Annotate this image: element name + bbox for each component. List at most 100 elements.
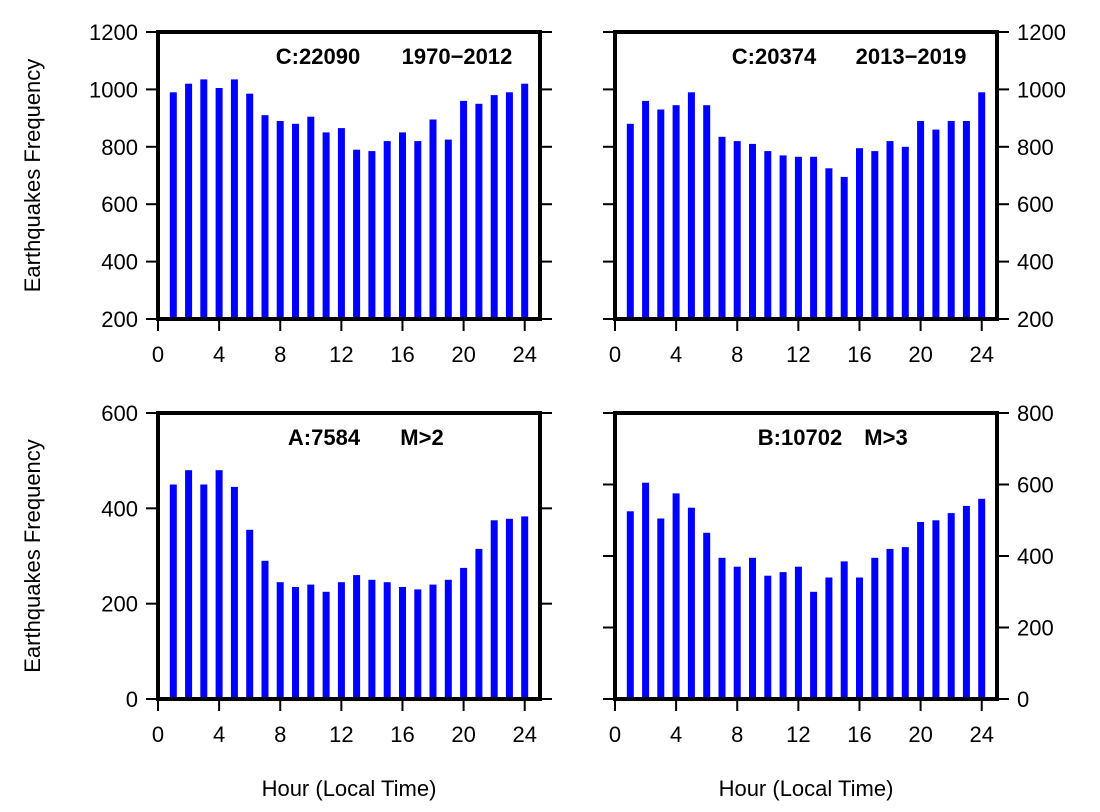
- bar-bottom-right-hour-17: [871, 557, 879, 699]
- bar-top-right-hour-7: [718, 136, 726, 319]
- x-tick-label-top-left-16: 16: [390, 342, 414, 367]
- bar-top-right-hour-14: [825, 168, 833, 319]
- y-tick-label-bottom-left-600: 600: [101, 401, 138, 426]
- bar-top-right-hour-1: [626, 123, 634, 319]
- bar-top-left-hour-8: [276, 121, 284, 319]
- bar-bottom-left-hour-11: [322, 591, 330, 700]
- x-tick-label-bottom-right-8: 8: [731, 722, 743, 747]
- bar-bottom-left-hour-5: [230, 486, 238, 699]
- bar-bottom-right-hour-10: [764, 575, 772, 699]
- bar-bottom-left-hour-12: [337, 582, 345, 699]
- bar-top-right-hour-2: [642, 100, 650, 320]
- x-tick-label-top-right-20: 20: [908, 342, 932, 367]
- x-tick-label-bottom-right-0: 0: [609, 722, 621, 747]
- bar-top-right-hour-3: [657, 109, 665, 319]
- bar-bottom-right-hour-18: [886, 548, 894, 699]
- bar-top-left-hour-22: [490, 95, 498, 319]
- plot-frame-bottom-left: [156, 411, 542, 701]
- bar-bottom-right-hour-21: [932, 520, 940, 700]
- bar-bottom-left-hour-4: [215, 470, 223, 699]
- y-tick-label-top-left-800: 800: [101, 135, 138, 160]
- x-axis-title-bottom-left: Hour (Local Time): [262, 776, 437, 801]
- bar-top-left-hour-23: [505, 92, 513, 319]
- bar-top-right-hour-6: [703, 105, 711, 319]
- bar-top-right-hour-8: [733, 141, 741, 319]
- bar-bottom-left-hour-24: [521, 516, 529, 699]
- panel-label-top-left-2: 1970−2012: [402, 44, 513, 69]
- y-tick-label-bottom-left-400: 400: [101, 496, 138, 521]
- x-tick-label-bottom-left-24: 24: [512, 722, 536, 747]
- y-tick-label-bottom-right-800: 800: [1017, 401, 1054, 426]
- bar-top-left-hour-1: [169, 92, 177, 319]
- bar-top-right-hour-5: [687, 92, 695, 319]
- bar-bottom-left-hour-6: [246, 529, 254, 699]
- bar-top-right-hour-18: [886, 141, 894, 319]
- bar-bottom-right-hour-12: [794, 566, 802, 699]
- bar-bottom-left-hour-14: [368, 579, 376, 699]
- bar-top-left-hour-17: [414, 141, 422, 319]
- bar-bottom-left-hour-1: [169, 484, 177, 699]
- bar-bottom-right-hour-19: [901, 547, 909, 699]
- y-tick-label-top-left-1200: 1200: [89, 20, 138, 45]
- x-tick-label-top-right-12: 12: [786, 342, 810, 367]
- y-tick-label-bottom-right-600: 600: [1017, 473, 1054, 498]
- bar-bottom-right-hour-2: [642, 482, 650, 699]
- panel-label-bottom-left-2: M>2: [400, 425, 443, 450]
- bar-top-left-hour-19: [444, 139, 452, 319]
- bar-bottom-left-hour-7: [261, 560, 269, 699]
- bar-top-left-hour-20: [460, 100, 468, 320]
- y-tick-label-top-right-1000: 1000: [1017, 77, 1066, 102]
- bar-top-left-hour-11: [322, 132, 330, 319]
- bar-top-left-hour-2: [185, 83, 193, 319]
- y-tick-label-top-right-600: 600: [1017, 192, 1054, 217]
- bar-top-left-hour-6: [246, 93, 254, 319]
- x-axis-title-bottom-right: Hour (Local Time): [719, 776, 894, 801]
- bar-top-left-hour-12: [337, 128, 345, 319]
- bar-top-right-hour-17: [871, 151, 879, 319]
- y-tick-label-top-left-400: 400: [101, 250, 138, 275]
- bar-top-left-hour-14: [368, 151, 376, 319]
- bar-bottom-right-hour-16: [856, 577, 863, 699]
- bar-top-right-hour-24: [978, 92, 986, 319]
- bar-top-right-hour-15: [840, 176, 848, 319]
- bar-top-left-hour-4: [215, 88, 223, 319]
- x-tick-label-bottom-right-12: 12: [786, 722, 810, 747]
- x-tick-label-bottom-right-20: 20: [908, 722, 932, 747]
- x-tick-label-bottom-right-24: 24: [969, 722, 993, 747]
- x-tick-label-bottom-left-0: 0: [152, 722, 164, 747]
- bar-bottom-right-hour-6: [703, 532, 711, 699]
- bar-top-right-hour-4: [672, 105, 680, 319]
- bar-bottom-left-hour-20: [460, 567, 468, 699]
- bar-bottom-right-hour-23: [962, 505, 970, 699]
- bar-top-left-hour-5: [230, 79, 238, 320]
- y-tick-label-bottom-right-0: 0: [1017, 687, 1029, 712]
- bar-bottom-left-hour-21: [475, 548, 483, 699]
- bar-top-left-hour-24: [521, 83, 529, 319]
- bar-top-left-hour-13: [353, 149, 361, 319]
- bar-bottom-right-hour-24: [978, 498, 986, 699]
- bar-bottom-left-hour-16: [399, 587, 406, 699]
- y-axis-title-bottom-left: Earthquakes Frequency: [20, 439, 45, 673]
- bar-bottom-right-hour-1: [626, 511, 634, 699]
- panel-label-bottom-right-1: B:10702: [758, 425, 842, 450]
- panel-label-top-right-1: C:20374: [732, 44, 817, 69]
- bar-top-right-hour-19: [901, 146, 909, 319]
- panel-label-bottom-right-2: M>3: [864, 425, 907, 450]
- bar-bottom-left-hour-18: [429, 584, 437, 699]
- x-tick-label-top-right-4: 4: [670, 342, 682, 367]
- bar-top-right-hour-13: [810, 156, 818, 319]
- x-tick-label-top-right-0: 0: [609, 342, 621, 367]
- plot-frame-top-left: [156, 30, 542, 321]
- bar-bottom-right-hour-22: [947, 513, 955, 699]
- x-tick-label-bottom-left-16: 16: [390, 722, 414, 747]
- x-tick-label-top-right-8: 8: [731, 342, 743, 367]
- bar-bottom-left-hour-8: [276, 582, 284, 699]
- bar-bottom-left-hour-17: [414, 589, 422, 699]
- bar-bottom-right-hour-14: [825, 577, 833, 699]
- y-tick-label-bottom-right-200: 200: [1017, 616, 1054, 641]
- bar-top-left-hour-18: [429, 119, 437, 319]
- y-tick-label-top-right-200: 200: [1017, 307, 1054, 332]
- y-tick-label-top-left-600: 600: [101, 192, 138, 217]
- plot-frame-top-right: [613, 30, 999, 321]
